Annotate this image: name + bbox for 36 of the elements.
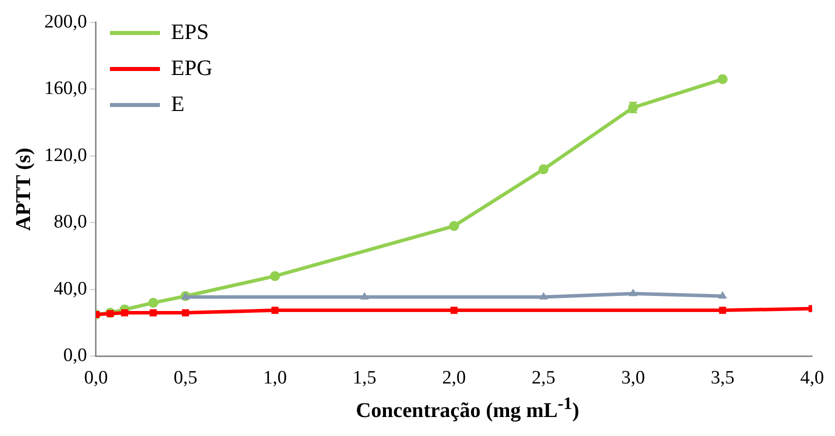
y-tick-label: 120,0 xyxy=(44,144,87,166)
x-tick-label: 3,0 xyxy=(621,368,645,389)
point xyxy=(270,271,280,282)
x-axis-title: Concentração (mg mL$^{-1}$) xyxy=(354,393,580,423)
x-tick-label: 0,5 xyxy=(174,368,198,389)
x-tick-label: 3,5 xyxy=(710,368,734,389)
y-tick-label: 0,0 xyxy=(63,345,87,366)
point xyxy=(538,164,549,174)
point xyxy=(271,306,279,314)
y-axis-title: APTT (s) xyxy=(11,148,36,231)
x-tick-label: 2,5 xyxy=(532,368,556,389)
y-tick-label: 40,0 xyxy=(54,278,87,300)
point xyxy=(719,306,726,314)
point xyxy=(182,309,190,316)
point xyxy=(539,292,548,300)
point xyxy=(449,221,460,232)
point xyxy=(148,298,158,308)
x-tick-label: 1,5 xyxy=(352,368,376,389)
x-tick-label: 1,0 xyxy=(263,368,287,389)
x-tick-label: 0,0 xyxy=(84,368,108,389)
point xyxy=(150,309,157,316)
point xyxy=(450,306,458,314)
x-tick-label: 4,0 xyxy=(800,368,824,389)
legend-label: E xyxy=(170,90,184,116)
point xyxy=(718,291,727,299)
x-tick-label: 2,0 xyxy=(442,368,466,389)
point xyxy=(121,309,128,316)
point xyxy=(106,310,114,318)
y-tick-label: 200,0 xyxy=(44,11,87,32)
point xyxy=(360,292,369,300)
y-tick-label: 160,0 xyxy=(44,78,87,100)
y-tick-label: 80,0 xyxy=(54,212,87,233)
point xyxy=(718,74,728,84)
legend-label: EPS xyxy=(170,18,209,44)
legend-label: EPG xyxy=(170,54,213,80)
point xyxy=(628,288,638,296)
